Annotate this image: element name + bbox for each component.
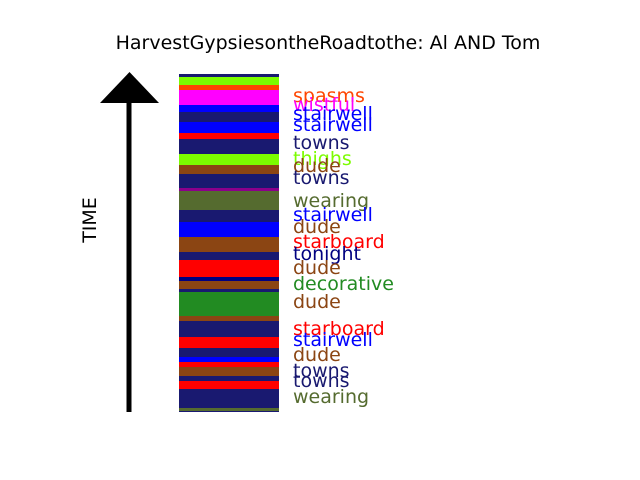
stripe [179,191,279,210]
word-label: tonight [293,243,361,265]
time-axis [100,72,159,412]
word-label: towns [293,167,350,189]
word-label: wearing [293,190,369,212]
y-axis-label: TIME [79,197,101,244]
word-label: decorative [293,273,394,295]
stripe [179,367,279,376]
word-label: wearing [293,386,369,408]
stripe [179,408,279,411]
word-label: towns [293,132,350,154]
stripe [179,222,279,237]
stripe [179,321,279,337]
stripe [179,362,279,367]
word-label: dude [293,344,341,366]
word-label: stairwell [293,114,373,136]
stripe [179,411,279,412]
stripe [179,105,279,112]
stripe [179,381,279,389]
stripe [179,74,279,77]
word-label: thighs [293,148,352,170]
stripe [179,154,279,165]
stripe [179,389,279,408]
stripe [179,139,279,154]
stripe [179,277,279,281]
time-arrowhead-icon [100,72,159,103]
stripe [179,237,279,252]
stripe [179,165,279,174]
stripe [179,357,279,362]
stripe [179,260,279,277]
stripe [179,289,279,292]
word-label: wistful [293,94,355,116]
stripe [179,376,279,381]
stripe [179,122,279,133]
stripe [179,292,279,316]
word-label: dude [293,216,341,238]
word-label: dude [293,257,341,279]
stripe [179,281,279,289]
word-label: dude [293,155,341,177]
word-label: dude [293,291,341,313]
stripe [179,337,279,348]
stripe [179,348,279,357]
stripe [179,252,279,260]
stripe [179,85,279,90]
stripe [179,90,279,105]
word-labels: spasmswistfulstairwellstairwelltownsthig… [293,85,394,408]
word-label: stairwell [293,204,373,226]
stripe [179,174,279,188]
word-label: towns [293,370,350,392]
stripe [179,188,279,191]
stripe [179,210,279,222]
chart-title: HarvestGypsiesontheRoadtothe: Al AND Tom [116,32,541,54]
stripe-column [179,74,279,412]
stripe [179,133,279,139]
stripe [179,316,279,321]
stripe [179,77,279,85]
stripe [179,112,279,122]
word-label: starboard [293,231,385,253]
word-label: towns [293,360,350,382]
word-label: spasms [293,85,365,107]
word-label: stairwell [293,329,373,351]
word-label: stairwell [293,103,373,125]
word-label: starboard [293,318,385,340]
